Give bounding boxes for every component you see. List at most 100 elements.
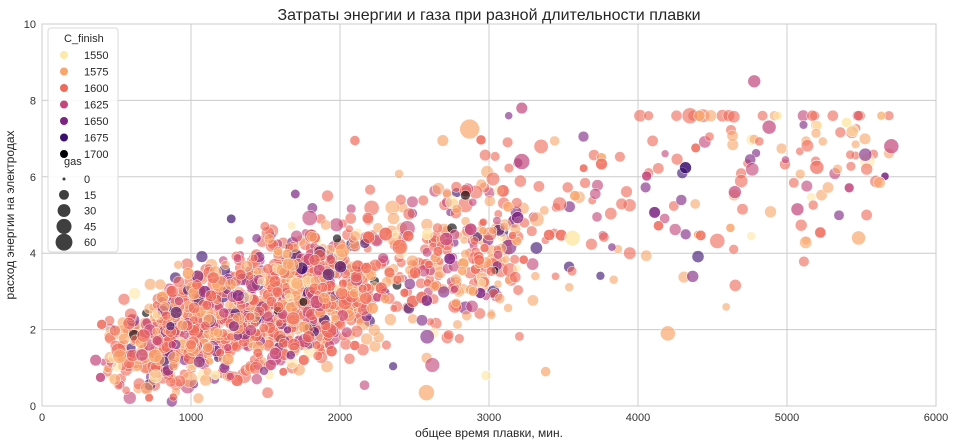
legend-hue-marker — [60, 67, 68, 76]
scatter-point — [165, 376, 177, 388]
legend-hue-marker — [60, 84, 68, 92]
scatter-point — [851, 139, 861, 149]
scatter-point — [832, 163, 843, 175]
scatter-point — [464, 222, 478, 236]
scatter-point — [643, 110, 654, 121]
scatter-point — [845, 161, 856, 172]
scatter-point — [450, 284, 459, 294]
legend-size-label: 0 — [84, 174, 90, 186]
scatter-point — [361, 212, 374, 224]
scatter-point — [585, 238, 598, 251]
scatter-point — [290, 276, 304, 290]
scatter-point — [362, 230, 376, 244]
scatter-point — [468, 197, 478, 207]
scatter-point — [391, 238, 408, 256]
scatter-point — [182, 267, 195, 280]
scatter-point — [360, 332, 373, 346]
scatter-point — [168, 361, 179, 372]
scatter-point — [282, 257, 295, 271]
scatter-point — [274, 318, 284, 328]
scatter-point — [473, 307, 486, 320]
scatter-point — [518, 254, 529, 265]
scatter-point — [220, 260, 231, 270]
scatter-point — [259, 221, 270, 232]
scatter-point — [349, 135, 361, 146]
scatter-point — [388, 361, 398, 371]
scatter-point — [202, 341, 214, 353]
y-axis-label: расход энергии на электродах — [3, 131, 17, 300]
scatter-point — [810, 128, 822, 139]
scatter-point — [459, 236, 469, 245]
scatter-point — [653, 220, 664, 232]
scatter-point — [176, 319, 189, 332]
scatter-point — [822, 181, 834, 194]
y-tick-label: 2 — [30, 325, 36, 337]
scatter-point — [526, 294, 539, 307]
scatter-point — [343, 353, 356, 365]
scatter-point — [800, 180, 813, 193]
y-tick-labels: 0 2 4 6 8 10 — [24, 19, 36, 413]
scatter-point — [278, 367, 288, 377]
scatter-point — [728, 279, 742, 292]
scatter-point — [579, 163, 589, 173]
scatter-point — [543, 229, 555, 241]
x-tick-label: 5000 — [775, 412, 799, 424]
legend-hue-label: 1700 — [84, 149, 108, 161]
scatter-point — [652, 162, 665, 175]
scatter-point — [308, 254, 321, 266]
scatter-point — [416, 314, 428, 327]
scatter-point — [551, 271, 560, 281]
scatter-point — [144, 393, 154, 403]
scatter-point — [332, 233, 342, 244]
scatter-point — [660, 149, 670, 158]
scatter-point — [648, 206, 661, 219]
scatter-point — [595, 157, 608, 171]
scatter-point — [680, 228, 692, 240]
scatter-point — [148, 369, 163, 384]
data-points — [89, 74, 900, 408]
scatter-point — [436, 134, 449, 147]
x-axis-label: общее время плавки, мин. — [415, 426, 563, 440]
scatter-point — [185, 339, 197, 351]
scatter-point — [298, 354, 310, 366]
scatter-point — [224, 278, 237, 291]
scatter-point — [460, 249, 471, 260]
scatter-point — [281, 248, 293, 260]
scatter-point — [122, 316, 136, 330]
legend-hue-label: 1675 — [84, 133, 108, 145]
scatter-point — [726, 129, 739, 142]
scatter-point — [421, 247, 433, 258]
scatter-point — [268, 275, 282, 288]
scatter-point — [533, 138, 549, 154]
scatter-point — [117, 293, 131, 306]
scatter-point — [607, 242, 617, 252]
scatter-point — [210, 369, 221, 380]
scatter-point — [297, 320, 310, 333]
scatter-point — [502, 201, 514, 213]
legend-hue-label: 1650 — [84, 116, 108, 128]
scatter-point — [815, 189, 828, 202]
scatter-point — [795, 168, 806, 180]
scatter-point — [493, 249, 503, 260]
scatter-point — [467, 285, 479, 297]
scatter-point — [395, 194, 407, 206]
scatter-point — [860, 209, 873, 221]
scatter-point — [287, 221, 297, 231]
scatter-point — [251, 233, 262, 244]
scatter-point — [394, 169, 404, 179]
scatter-point — [121, 385, 131, 395]
scatter-point — [432, 246, 444, 257]
scatter-point — [725, 223, 736, 233]
scatter-point — [623, 246, 637, 260]
scatter-point — [620, 185, 633, 198]
scatter-point — [513, 153, 531, 170]
scatter-point — [128, 287, 141, 300]
scatter-point — [442, 189, 452, 199]
scatter-point — [670, 153, 684, 166]
scatter-point — [564, 230, 581, 247]
scatter-point — [640, 249, 653, 262]
scatter-point — [389, 304, 399, 313]
scatter-point — [345, 224, 354, 234]
scatter-point — [284, 293, 295, 303]
scatter-point — [269, 347, 282, 361]
